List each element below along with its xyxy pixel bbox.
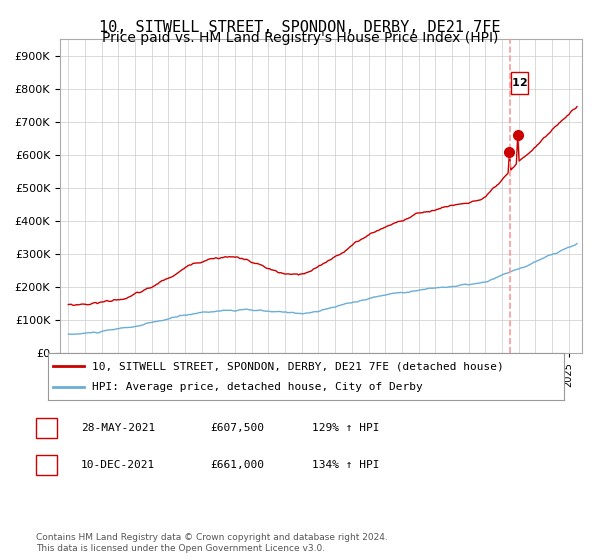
- Text: 2: 2: [519, 78, 527, 88]
- FancyBboxPatch shape: [511, 72, 528, 94]
- Text: 10, SITWELL STREET, SPONDON, DERBY, DE21 7FE: 10, SITWELL STREET, SPONDON, DERBY, DE21…: [99, 20, 501, 35]
- Text: 129% ↑ HPI: 129% ↑ HPI: [312, 423, 380, 433]
- Text: Price paid vs. HM Land Registry's House Price Index (HPI): Price paid vs. HM Land Registry's House …: [102, 31, 498, 45]
- Text: £607,500: £607,500: [210, 423, 264, 433]
- Text: 10-DEC-2021: 10-DEC-2021: [81, 460, 155, 470]
- Text: 28-MAY-2021: 28-MAY-2021: [81, 423, 155, 433]
- Text: 134% ↑ HPI: 134% ↑ HPI: [312, 460, 380, 470]
- Text: Contains HM Land Registry data © Crown copyright and database right 2024.
This d: Contains HM Land Registry data © Crown c…: [36, 533, 388, 553]
- Text: 2: 2: [43, 460, 50, 470]
- Text: HPI: Average price, detached house, City of Derby: HPI: Average price, detached house, City…: [92, 382, 422, 392]
- Text: £661,000: £661,000: [210, 460, 264, 470]
- Text: 10, SITWELL STREET, SPONDON, DERBY, DE21 7FE (detached house): 10, SITWELL STREET, SPONDON, DERBY, DE21…: [92, 361, 503, 371]
- Text: 1: 1: [512, 78, 520, 88]
- Text: 1: 1: [43, 423, 50, 433]
